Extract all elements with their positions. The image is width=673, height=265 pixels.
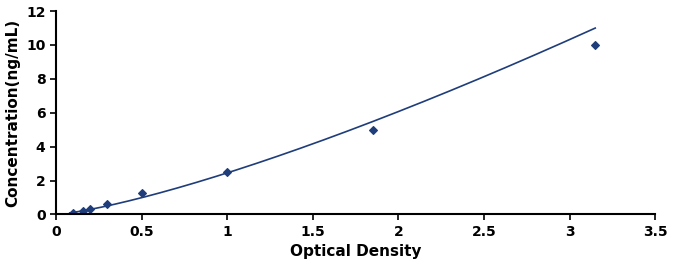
- Y-axis label: Concentration(ng/mL): Concentration(ng/mL): [5, 19, 21, 207]
- X-axis label: Optical Density: Optical Density: [290, 244, 421, 259]
